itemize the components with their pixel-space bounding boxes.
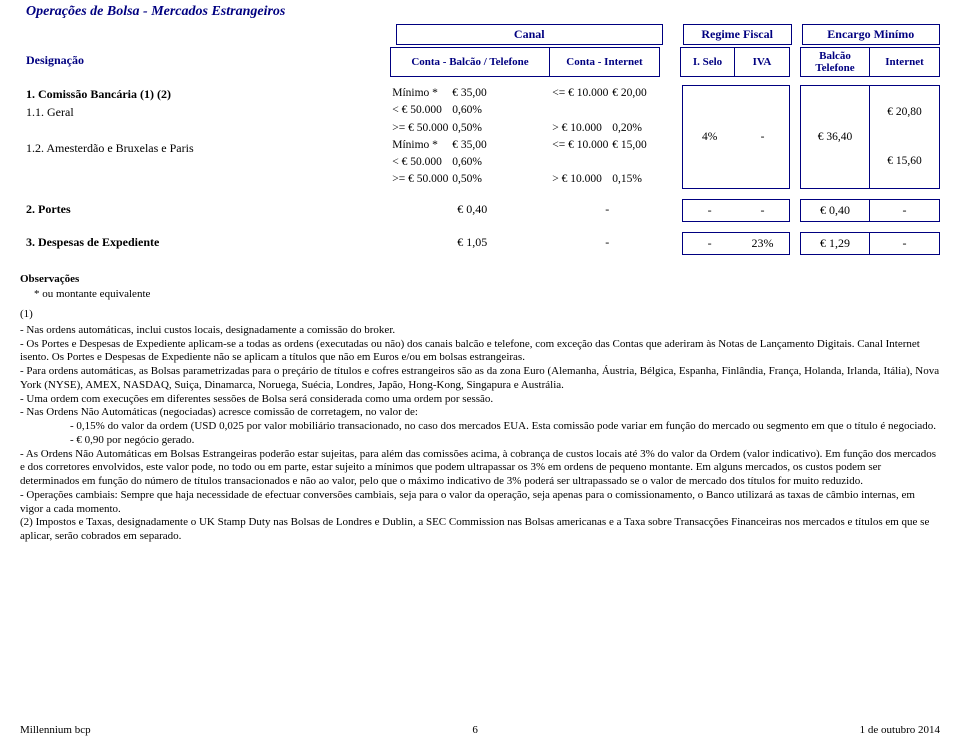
obs-p2: - Os Portes e Despesas de Expediente apl… xyxy=(20,338,940,366)
cell: 0,50% xyxy=(452,120,502,137)
header-regime-sub2: IVA xyxy=(735,47,790,77)
cell: € 35,00 xyxy=(452,85,502,102)
cell: < € 50.000 xyxy=(392,154,452,171)
cell: € 20,00 xyxy=(612,85,662,102)
obs-p5a: - 0,15% do valor da ordem (USD 0,025 por… xyxy=(20,420,940,434)
header-encargo: Encargo Minímo xyxy=(802,24,940,45)
s1-net1: € 20,80 xyxy=(887,106,922,118)
header-designacao: Designação xyxy=(20,47,390,77)
page-title: Operações de Bolsa - Mercados Estrangeir… xyxy=(20,4,940,20)
footer-center: 6 xyxy=(472,724,478,736)
s1-canal-grid: Mínimo *€ 35,00<= € 10.000€ 20,00 < € 50… xyxy=(392,85,662,189)
obs-p1: - Nas ordens automáticas, inclui custos … xyxy=(20,324,940,338)
cell: € 15,00 xyxy=(612,137,662,154)
s1-label3: 1.2. Amesterdão e Bruxelas e Paris xyxy=(26,139,392,157)
section-3: 3. Despesas de Expediente € 1,05 - - 23%… xyxy=(20,232,940,255)
header-encargo-sub1: Balcão Telefone xyxy=(800,47,870,77)
section-1: 1. Comissão Bancária (1) (2) 1.1. Geral … xyxy=(20,85,940,189)
cell: Mínimo * xyxy=(392,85,452,102)
cell: <= € 10.000 xyxy=(552,137,612,154)
s2-iselo: - xyxy=(683,200,736,221)
obs-p3: - Para ordens automáticas, as Bolsas par… xyxy=(20,365,940,393)
s1-label2: 1.1. Geral xyxy=(26,103,392,121)
header-encargo-sub2: Internet xyxy=(870,47,940,77)
cell: > € 10.000 xyxy=(552,120,612,137)
observacoes: Observações * ou montante equivalente (1… xyxy=(20,273,940,544)
s3-iselo: - xyxy=(683,233,736,254)
cell: < € 50.000 xyxy=(392,102,452,119)
s1-regime: 4% - xyxy=(682,85,790,189)
cell: € 35,00 xyxy=(452,137,502,154)
s1-encargo: € 36,40 € 20,80 € 15,60 xyxy=(800,85,940,189)
obs-star: * ou montante equivalente xyxy=(20,288,940,302)
s2-canal1: € 0,40 xyxy=(392,199,552,222)
obs-header: Observações xyxy=(20,273,940,287)
cell: 0,60% xyxy=(452,154,502,171)
header-row-2: Designação Conta - Balcão / Telefone Con… xyxy=(20,47,940,77)
cell: Mínimo * xyxy=(392,137,452,154)
s2-canal2: - xyxy=(552,199,662,222)
cell: >= € 50.000 xyxy=(392,171,452,188)
s3-label: 3. Despesas de Expediente xyxy=(20,232,392,255)
s1-balcao: € 36,40 xyxy=(800,85,870,189)
s3-iva: 23% xyxy=(736,233,789,254)
header-row-1: Canal Regime Fiscal Encargo Minímo xyxy=(20,24,940,45)
cell: 0,15% xyxy=(612,171,662,188)
s1-iselo: 4% xyxy=(683,86,736,188)
s2-iva: - xyxy=(736,200,789,221)
cell: 0,60% xyxy=(452,102,502,119)
obs-p6: - As Ordens Não Automáticas em Bolsas Es… xyxy=(20,448,940,489)
obs-p4: - Uma ordem com execuções em diferentes … xyxy=(20,393,940,407)
s3-canal1: € 1,05 xyxy=(392,232,552,255)
obs-p5b: - € 0,90 por negócio gerado. xyxy=(20,434,940,448)
obs-n1: (1) xyxy=(20,308,940,322)
cell: 0,50% xyxy=(452,171,502,188)
footer-left: Millennium bcp xyxy=(20,724,91,736)
section-2: 2. Portes € 0,40 - - - € 0,40 - xyxy=(20,199,940,222)
s3-e1: € 1,29 xyxy=(800,232,870,255)
footer: Millennium bcp 6 1 de outubro 2014 xyxy=(20,724,940,736)
s1-iva: - xyxy=(736,86,789,188)
header-regime-sub1: I. Selo xyxy=(680,47,735,77)
obs-p8: (2) Impostos e Taxas, designadamente o U… xyxy=(20,516,940,544)
s1-net2: € 15,60 xyxy=(887,155,922,167)
footer-right: 1 de outubro 2014 xyxy=(860,724,940,736)
s1-label1: 1. Comissão Bancária (1) (2) xyxy=(26,85,392,103)
s2-e1: € 0,40 xyxy=(800,199,870,222)
cell: 0,20% xyxy=(612,120,662,137)
cell: <= € 10.000 xyxy=(552,85,612,102)
header-canal-sub2: Conta - Internet xyxy=(550,47,660,77)
header-canal-sub1: Conta - Balcão / Telefone xyxy=(390,47,550,77)
obs-p5: - Nas Ordens Não Automáticas (negociadas… xyxy=(20,406,940,420)
cell: >= € 50.000 xyxy=(392,120,452,137)
s3-e2: - xyxy=(870,232,940,255)
s2-e2: - xyxy=(870,199,940,222)
s3-canal2: - xyxy=(552,232,662,255)
header-regime: Regime Fiscal xyxy=(683,24,792,45)
obs-p7: - Operações cambiais: Sempre que haja ne… xyxy=(20,489,940,517)
cell: > € 10.000 xyxy=(552,171,612,188)
header-canal: Canal xyxy=(396,24,663,45)
s2-label: 2. Portes xyxy=(20,199,392,222)
